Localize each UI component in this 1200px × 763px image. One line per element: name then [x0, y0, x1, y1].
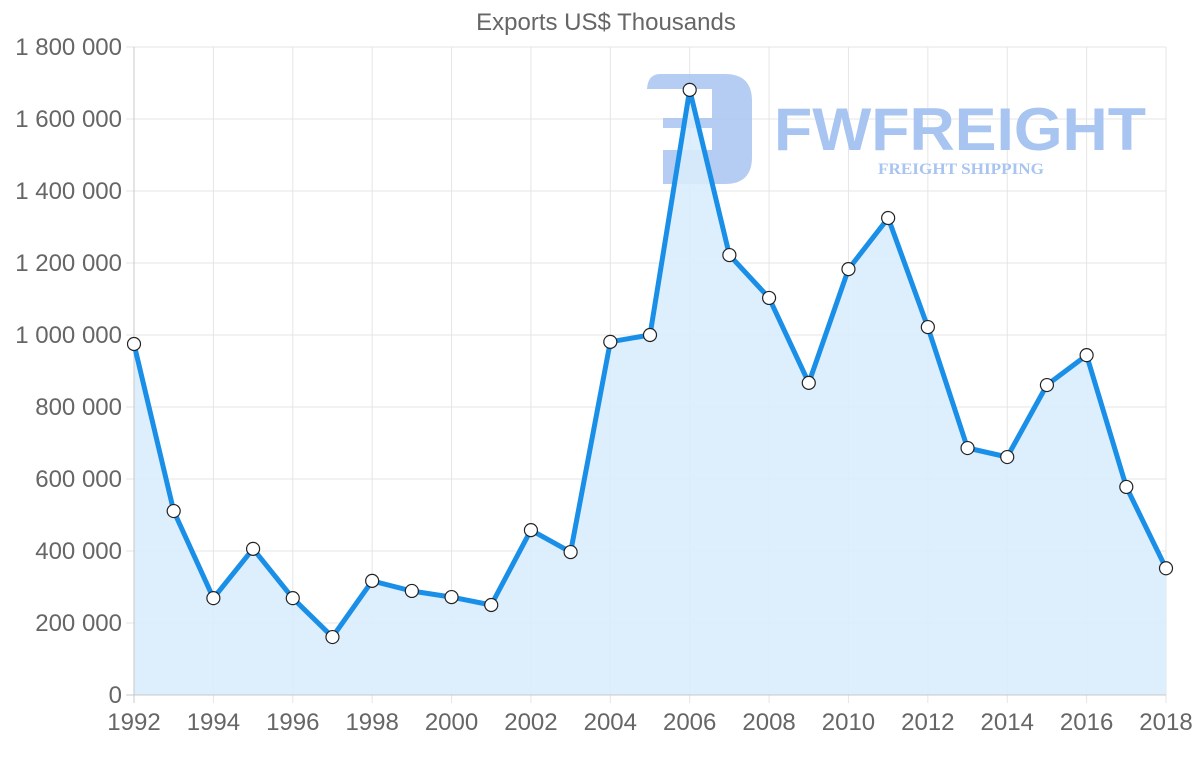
x-tick-label: 2014 — [981, 709, 1034, 736]
y-tick-label: 1 600 000 — [15, 106, 122, 133]
y-tick-label: 800 000 — [35, 394, 122, 421]
data-point — [1000, 449, 1015, 465]
fwfreight-logo-icon — [647, 74, 752, 184]
data-point — [920, 319, 935, 335]
x-tick-label: 2008 — [742, 709, 795, 736]
data-point — [801, 375, 816, 390]
data-point — [841, 262, 856, 277]
data-point — [444, 589, 459, 605]
x-tick-label: 1998 — [345, 709, 398, 736]
x-tick-label: 2010 — [822, 709, 875, 736]
data-point — [881, 210, 896, 226]
data-point — [960, 440, 975, 456]
y-tick-label: 1 800 000 — [15, 34, 122, 61]
data-point — [603, 334, 618, 349]
x-tick-label: 2018 — [1139, 709, 1192, 736]
data-point — [484, 597, 499, 613]
data-point — [682, 82, 697, 97]
data-point — [1158, 561, 1174, 576]
y-tick-label: 600 000 — [35, 466, 122, 493]
y-tick-label: 200 000 — [35, 610, 122, 637]
x-tick-label: 1996 — [266, 709, 319, 736]
y-axis-ticks: 0 200 000 400 000 600 000 800 000 1 000 000 1 … — [15, 34, 122, 709]
x-tick-label: 2006 — [663, 709, 716, 736]
data-point — [722, 247, 737, 263]
y-tick-label: 1 200 000 — [15, 250, 122, 277]
data-point — [1119, 479, 1134, 495]
y-tick-label: 0 — [109, 682, 122, 709]
y-tick-label: 400 000 — [35, 538, 122, 565]
data-point — [404, 583, 419, 599]
watermark-brand: FWFREIGHT — [774, 96, 1146, 163]
data-points — [126, 82, 1174, 645]
chart-title: Exports US$ Thousands — [476, 9, 736, 36]
x-tick-label: 1992 — [107, 709, 160, 736]
data-point — [642, 327, 658, 343]
x-tick-label: 2012 — [901, 709, 954, 736]
y-tick-label: 1 400 000 — [15, 178, 122, 205]
x-tick-label: 2000 — [425, 709, 478, 736]
data-point — [126, 336, 142, 352]
axes — [126, 47, 1166, 703]
area-fill — [134, 89, 1166, 696]
x-tick-label: 2004 — [584, 709, 637, 736]
x-tick-label: 1994 — [187, 709, 240, 736]
data-point — [1079, 348, 1094, 363]
data-point — [523, 523, 539, 538]
data-point — [1039, 377, 1055, 393]
y-tick-label: 1 000 000 — [15, 322, 122, 349]
data-point — [563, 544, 578, 560]
x-tick-label: 2016 — [1060, 709, 1113, 736]
data-point — [761, 290, 777, 306]
watermark-tagline: FREIGHT SHIPPING — [878, 161, 1045, 178]
data-point — [166, 503, 181, 519]
x-tick-label: 2002 — [504, 709, 557, 736]
data-point — [365, 573, 380, 588]
data-point — [325, 629, 340, 645]
fwfreight-watermark: FWFREIGHT FREIGHT SHIPPING — [647, 74, 1146, 184]
data-point — [245, 541, 261, 556]
data-point — [206, 591, 221, 606]
x-axis-ticks: 1992 1994 1996 1998 2000 2002 2004 2006 2008 2010… — [107, 709, 1192, 736]
data-point — [285, 591, 300, 606]
